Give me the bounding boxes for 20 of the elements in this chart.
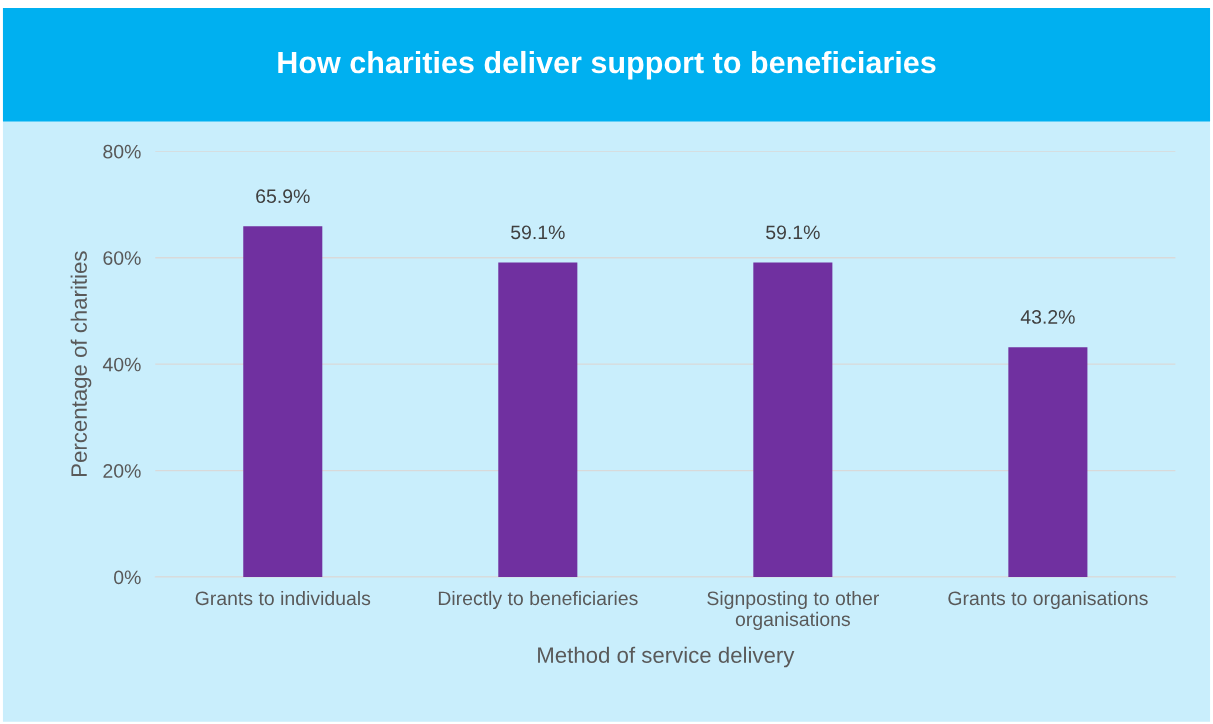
x-tick-label: Directly to beneficiaries [438, 590, 638, 610]
y-axis-title: Percentage of charities [70, 251, 92, 476]
bar [498, 262, 578, 578]
x-tick-label: Grants to organisations [948, 590, 1148, 610]
bar [753, 262, 833, 578]
bar [1008, 347, 1088, 578]
data-label: 59.1% [766, 225, 820, 240]
chart-title: How charities deliver support to beneficiaries [278, 50, 936, 80]
data-label: 43.2% [1020, 310, 1075, 324]
data-label: 59.1% [511, 225, 565, 240]
y-tick-label: 80% [103, 144, 141, 159]
y-tick-label: 40% [102, 357, 141, 372]
y-tick-label: 0% [114, 570, 141, 585]
x-tick-label: Signposting to other organisations [707, 590, 880, 630]
x-tick-label: Grants to individuals [195, 590, 371, 606]
bar [243, 226, 323, 578]
data-label: 65.9% [256, 189, 310, 204]
x-axis-title: Method of service delivery [538, 646, 795, 668]
y-tick-label: 20% [103, 464, 141, 478]
y-tick-label: 60% [103, 251, 141, 265]
